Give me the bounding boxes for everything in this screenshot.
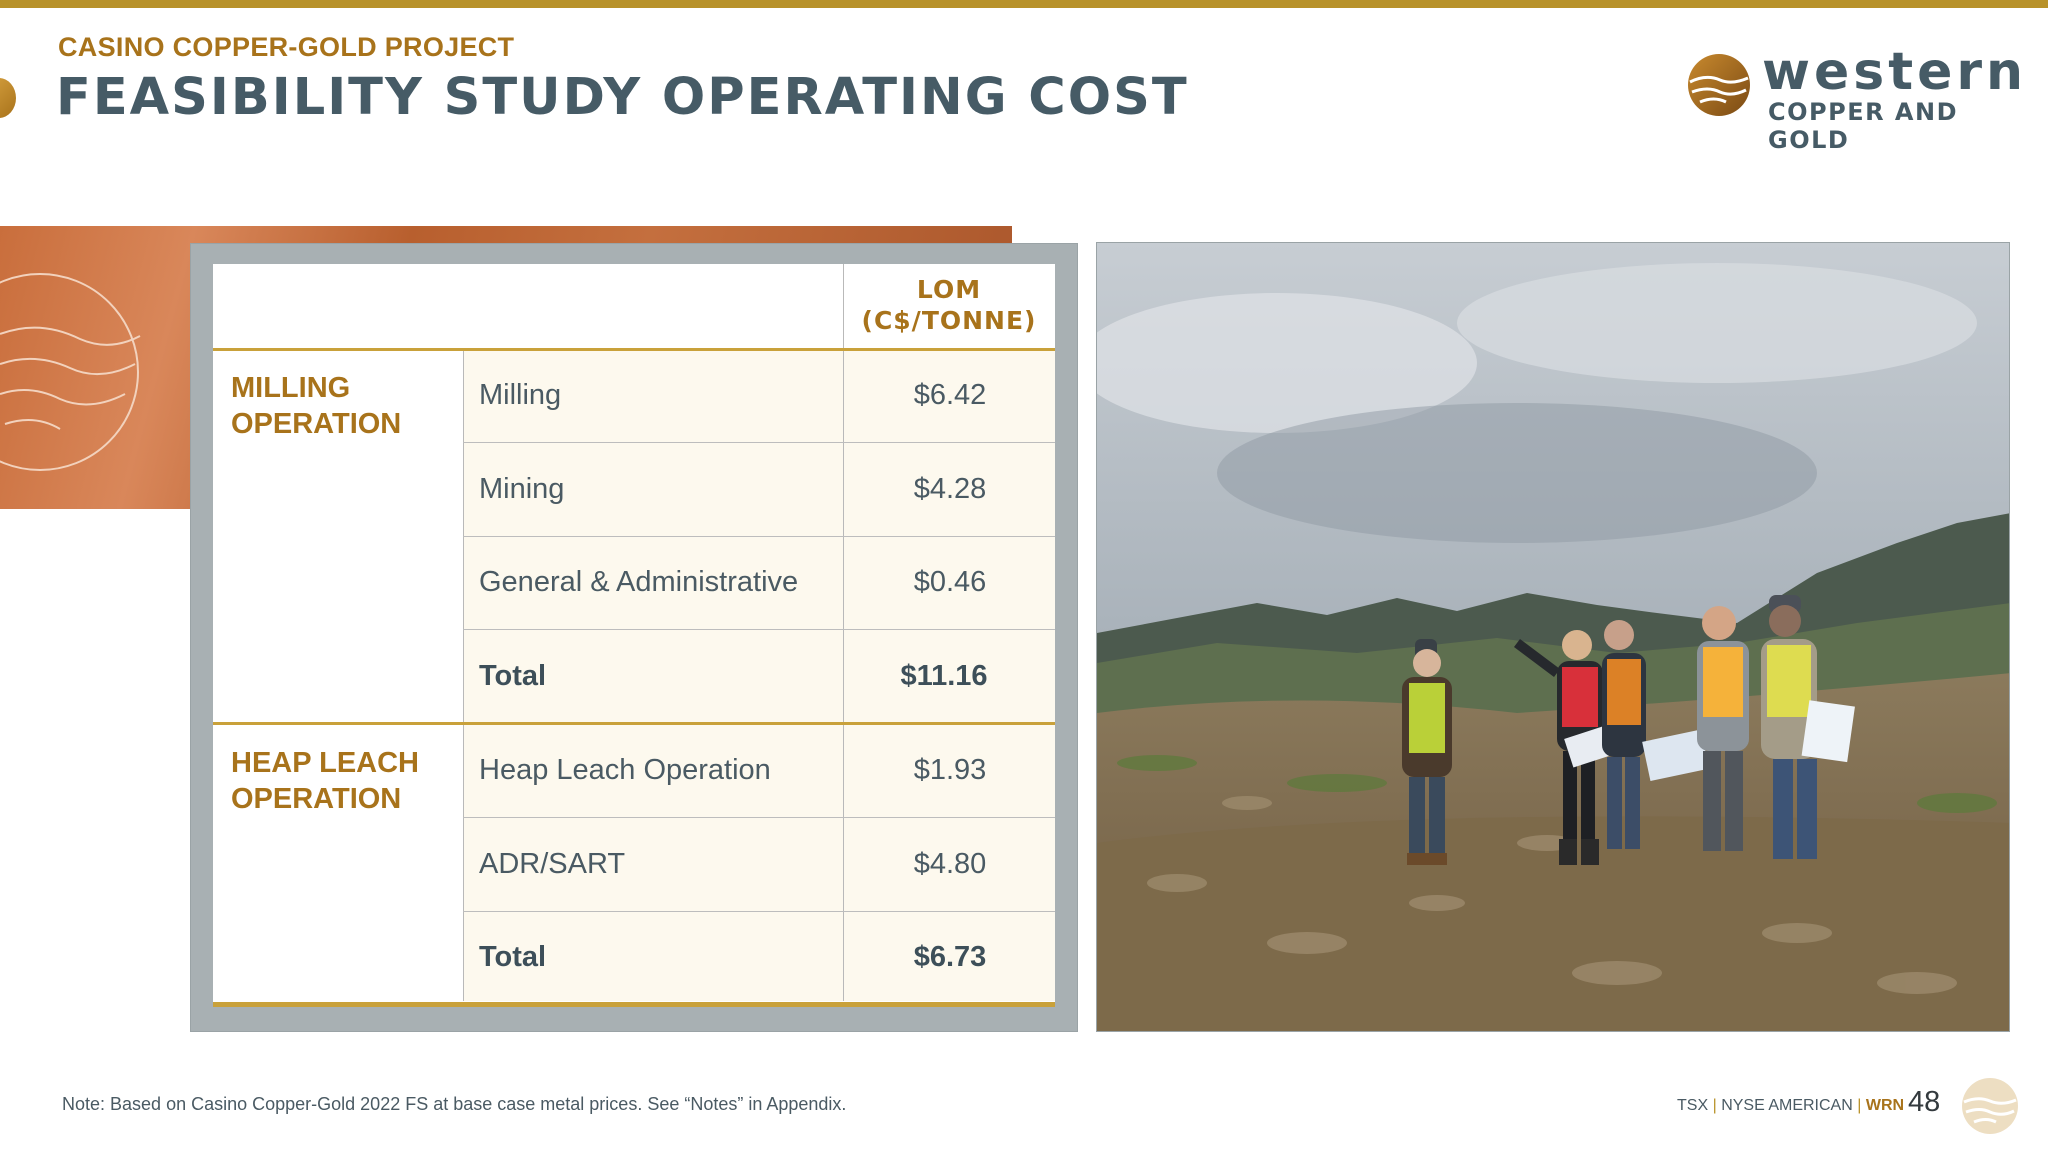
page-number: 48	[1908, 1086, 1941, 1118]
row-value: $0.46	[913, 566, 987, 598]
slide-edge-marker	[0, 78, 16, 118]
exchange-tsx: TSX	[1677, 1097, 1709, 1114]
row-divider	[463, 442, 1055, 443]
row-bg	[463, 912, 1055, 1001]
field-crew-photo	[1096, 242, 2010, 1032]
row-divider	[463, 629, 1055, 630]
ticker-symbol: WRN	[1865, 1097, 1905, 1114]
row-label: Heap Leach Operation	[479, 754, 771, 786]
row-bg	[463, 443, 1055, 536]
row-divider	[463, 911, 1055, 912]
header-divider	[213, 348, 1055, 351]
exchange-nyse: NYSE AMERICAN	[1721, 1097, 1853, 1114]
row-bg	[463, 537, 1055, 629]
logo-wordmark: western	[1762, 42, 2028, 102]
row-divider	[463, 817, 1055, 818]
row-bg	[463, 725, 1055, 817]
row-value: $1.93	[913, 754, 987, 786]
row-divider	[463, 536, 1055, 537]
column-header-lom: LOM (C$/TONNE)	[861, 275, 1037, 335]
column-divider	[463, 350, 464, 1001]
footer-logo-icon	[1962, 1078, 2018, 1134]
row-label: Milling	[479, 379, 562, 411]
footnote: Note: Based on Casino Copper-Gold 2022 F…	[62, 1094, 847, 1114]
logo-emblem-icon	[1688, 54, 1750, 116]
row-value-total: $11.16	[900, 660, 988, 692]
row-bg	[463, 350, 1055, 442]
group-divider	[213, 722, 1055, 725]
row-label: General & Administrative	[479, 566, 799, 598]
project-kicker: CASINO COPPER-GOLD PROJECT	[58, 32, 515, 62]
exchange-separator: |	[1857, 1097, 1862, 1114]
banner-emblem-icon	[0, 273, 141, 471]
row-value: $4.28	[913, 473, 987, 505]
exchange-listing: TSX | NYSE AMERICAN | WRN	[1677, 1097, 1904, 1115]
table-bottom-rule	[213, 1002, 1055, 1007]
top-accent-bar	[0, 0, 2048, 8]
row-label: ADR/SART	[479, 848, 626, 880]
row-bg	[463, 630, 1055, 722]
cost-table: LOM (C$/TONNE) MILLING OPERATION HEAP LE…	[213, 264, 1055, 1007]
logo-subtitle: COPPER AND GOLD	[1768, 98, 1959, 154]
company-logo: western COPPER AND GOLD	[1686, 42, 2023, 154]
group-label-heap-leach: HEAP LEACH OPERATION	[231, 747, 419, 815]
group-label-milling: MILLING OPERATION	[231, 372, 402, 440]
cost-table-frame: LOM (C$/TONNE) MILLING OPERATION HEAP LE…	[190, 243, 1078, 1032]
row-value-total: $6.73	[913, 941, 987, 973]
photo-illustration	[1097, 243, 2009, 1031]
slide-title: FEASIBILITY STUDY OPERATING COST	[56, 68, 1189, 127]
row-label-total: Total	[479, 941, 547, 973]
exchange-separator: |	[1712, 1097, 1717, 1114]
row-label-total: Total	[479, 660, 547, 692]
row-value: $4.80	[913, 848, 987, 880]
row-label: Mining	[479, 473, 565, 505]
row-value: $6.42	[913, 379, 987, 411]
column-divider	[843, 264, 844, 1001]
row-bg	[463, 818, 1055, 911]
